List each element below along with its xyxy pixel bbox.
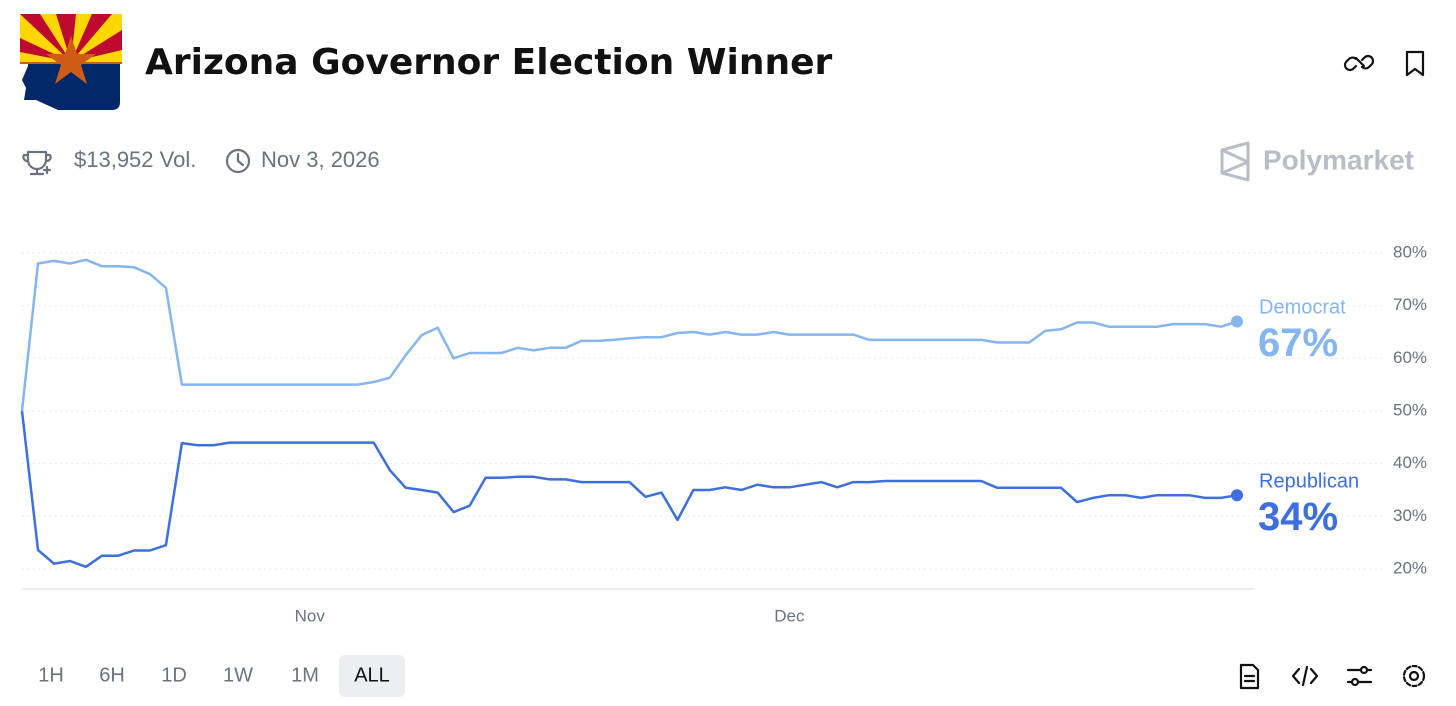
x-tick-label: Nov <box>295 606 326 625</box>
legend-label: Democrat <box>1259 297 1346 319</box>
trophy-icon <box>22 150 52 176</box>
y-tick-label: 30% <box>1393 506 1427 525</box>
range-button[interactable]: 6H <box>99 664 125 686</box>
settings-button[interactable] <box>1402 664 1426 688</box>
filters-button[interactable] <box>1346 665 1373 687</box>
range-button[interactable]: 1D <box>161 664 187 686</box>
brand-logo <box>1220 141 1250 182</box>
link-button[interactable] <box>1340 46 1378 82</box>
volume: $13,952 Vol. <box>74 147 196 172</box>
end-dot <box>1231 489 1243 502</box>
y-tick-label: 70% <box>1393 295 1427 314</box>
embed-button[interactable] <box>1291 665 1319 687</box>
range-button[interactable]: 1W <box>223 664 253 686</box>
legend-label: Republican <box>1259 470 1359 492</box>
y-tick-label: 40% <box>1393 453 1427 472</box>
y-tick-label: 50% <box>1393 400 1427 419</box>
x-tick-label: Dec <box>774 606 805 625</box>
range-button-bg <box>339 655 405 697</box>
range-button[interactable]: ALL <box>354 664 390 686</box>
series-line <box>20 410 1238 569</box>
title: Arizona Governor Election Winner <box>145 42 833 83</box>
end-date: Nov 3, 2026 <box>261 147 380 172</box>
end-dot <box>1231 315 1243 328</box>
current-value: 34% <box>1258 495 1338 539</box>
bookmark-button[interactable] <box>1396 46 1432 82</box>
y-tick-label: 80% <box>1393 242 1427 261</box>
y-tick-label: 20% <box>1393 558 1427 577</box>
y-tick-label: 60% <box>1393 348 1427 367</box>
range-button[interactable]: 1H <box>38 664 64 686</box>
current-value: 67% <box>1258 321 1338 365</box>
clock-icon <box>225 148 251 174</box>
range-button[interactable]: 1M <box>291 664 319 686</box>
series-line <box>20 258 1238 412</box>
document-button[interactable] <box>1239 663 1260 690</box>
market-icon <box>20 14 122 110</box>
brand: Polymarket <box>1263 144 1414 175</box>
